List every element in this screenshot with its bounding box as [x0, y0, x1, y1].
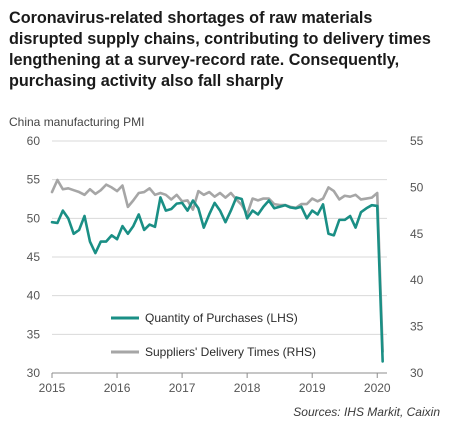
legend-item-quantity-of-purchases: Quantity of Purchases (LHS) [111, 311, 298, 325]
y-tick-label-left: 45 [27, 250, 41, 264]
y-tick-label-right: 35 [410, 320, 424, 334]
y-axis-ticks-left: 30 35 40 45 50 55 60 [27, 134, 41, 380]
suppliers-delivery-times-line [50, 178, 384, 353]
y-axis-ticks-right: 30 35 40 45 50 55 [410, 134, 424, 380]
source-note: Sources: IHS Markit, Caixin [293, 405, 440, 419]
y-tick-label-left: 35 [27, 327, 41, 341]
legend-label: Quantity of Purchases (LHS) [145, 311, 298, 325]
y-tick-label-left: 60 [27, 134, 41, 148]
gridlines [52, 140, 387, 374]
x-tick-label: 2019 [299, 381, 326, 395]
y-tick-label-right: 50 [410, 180, 424, 194]
y-tick-label-left: 30 [27, 366, 41, 380]
legend: Quantity of Purchases (LHS) Suppliers' De… [111, 311, 316, 359]
legend-label: Suppliers' Delivery Times (RHS) [145, 345, 316, 359]
chart-title: Coronavirus-related shortages of raw mat… [9, 9, 431, 90]
quantity-of-purchases-line [50, 196, 384, 363]
x-tick-label: 2016 [104, 381, 131, 395]
x-tick-label: 2018 [234, 381, 261, 395]
y-tick-label-left: 40 [27, 289, 41, 303]
y-axis-label-left: China manufacturing PMI [9, 115, 144, 129]
legend-item-suppliers-delivery-times: Suppliers' Delivery Times (RHS) [111, 345, 316, 359]
y-tick-label-right: 55 [410, 134, 424, 148]
x-axis-ticks: 2015 2016 2017 2018 2019 2020 [39, 372, 391, 395]
y-tick-label-right: 30 [410, 366, 424, 380]
y-tick-label-left: 50 [27, 211, 41, 225]
y-tick-label-left: 55 [27, 173, 41, 187]
y-tick-label-right: 45 [410, 227, 424, 241]
y-tick-label-right: 40 [410, 273, 424, 287]
x-tick-label: 2017 [169, 381, 196, 395]
x-tick-label: 2020 [364, 381, 391, 395]
series-lines [50, 178, 384, 363]
x-tick-label: 2015 [39, 381, 66, 395]
